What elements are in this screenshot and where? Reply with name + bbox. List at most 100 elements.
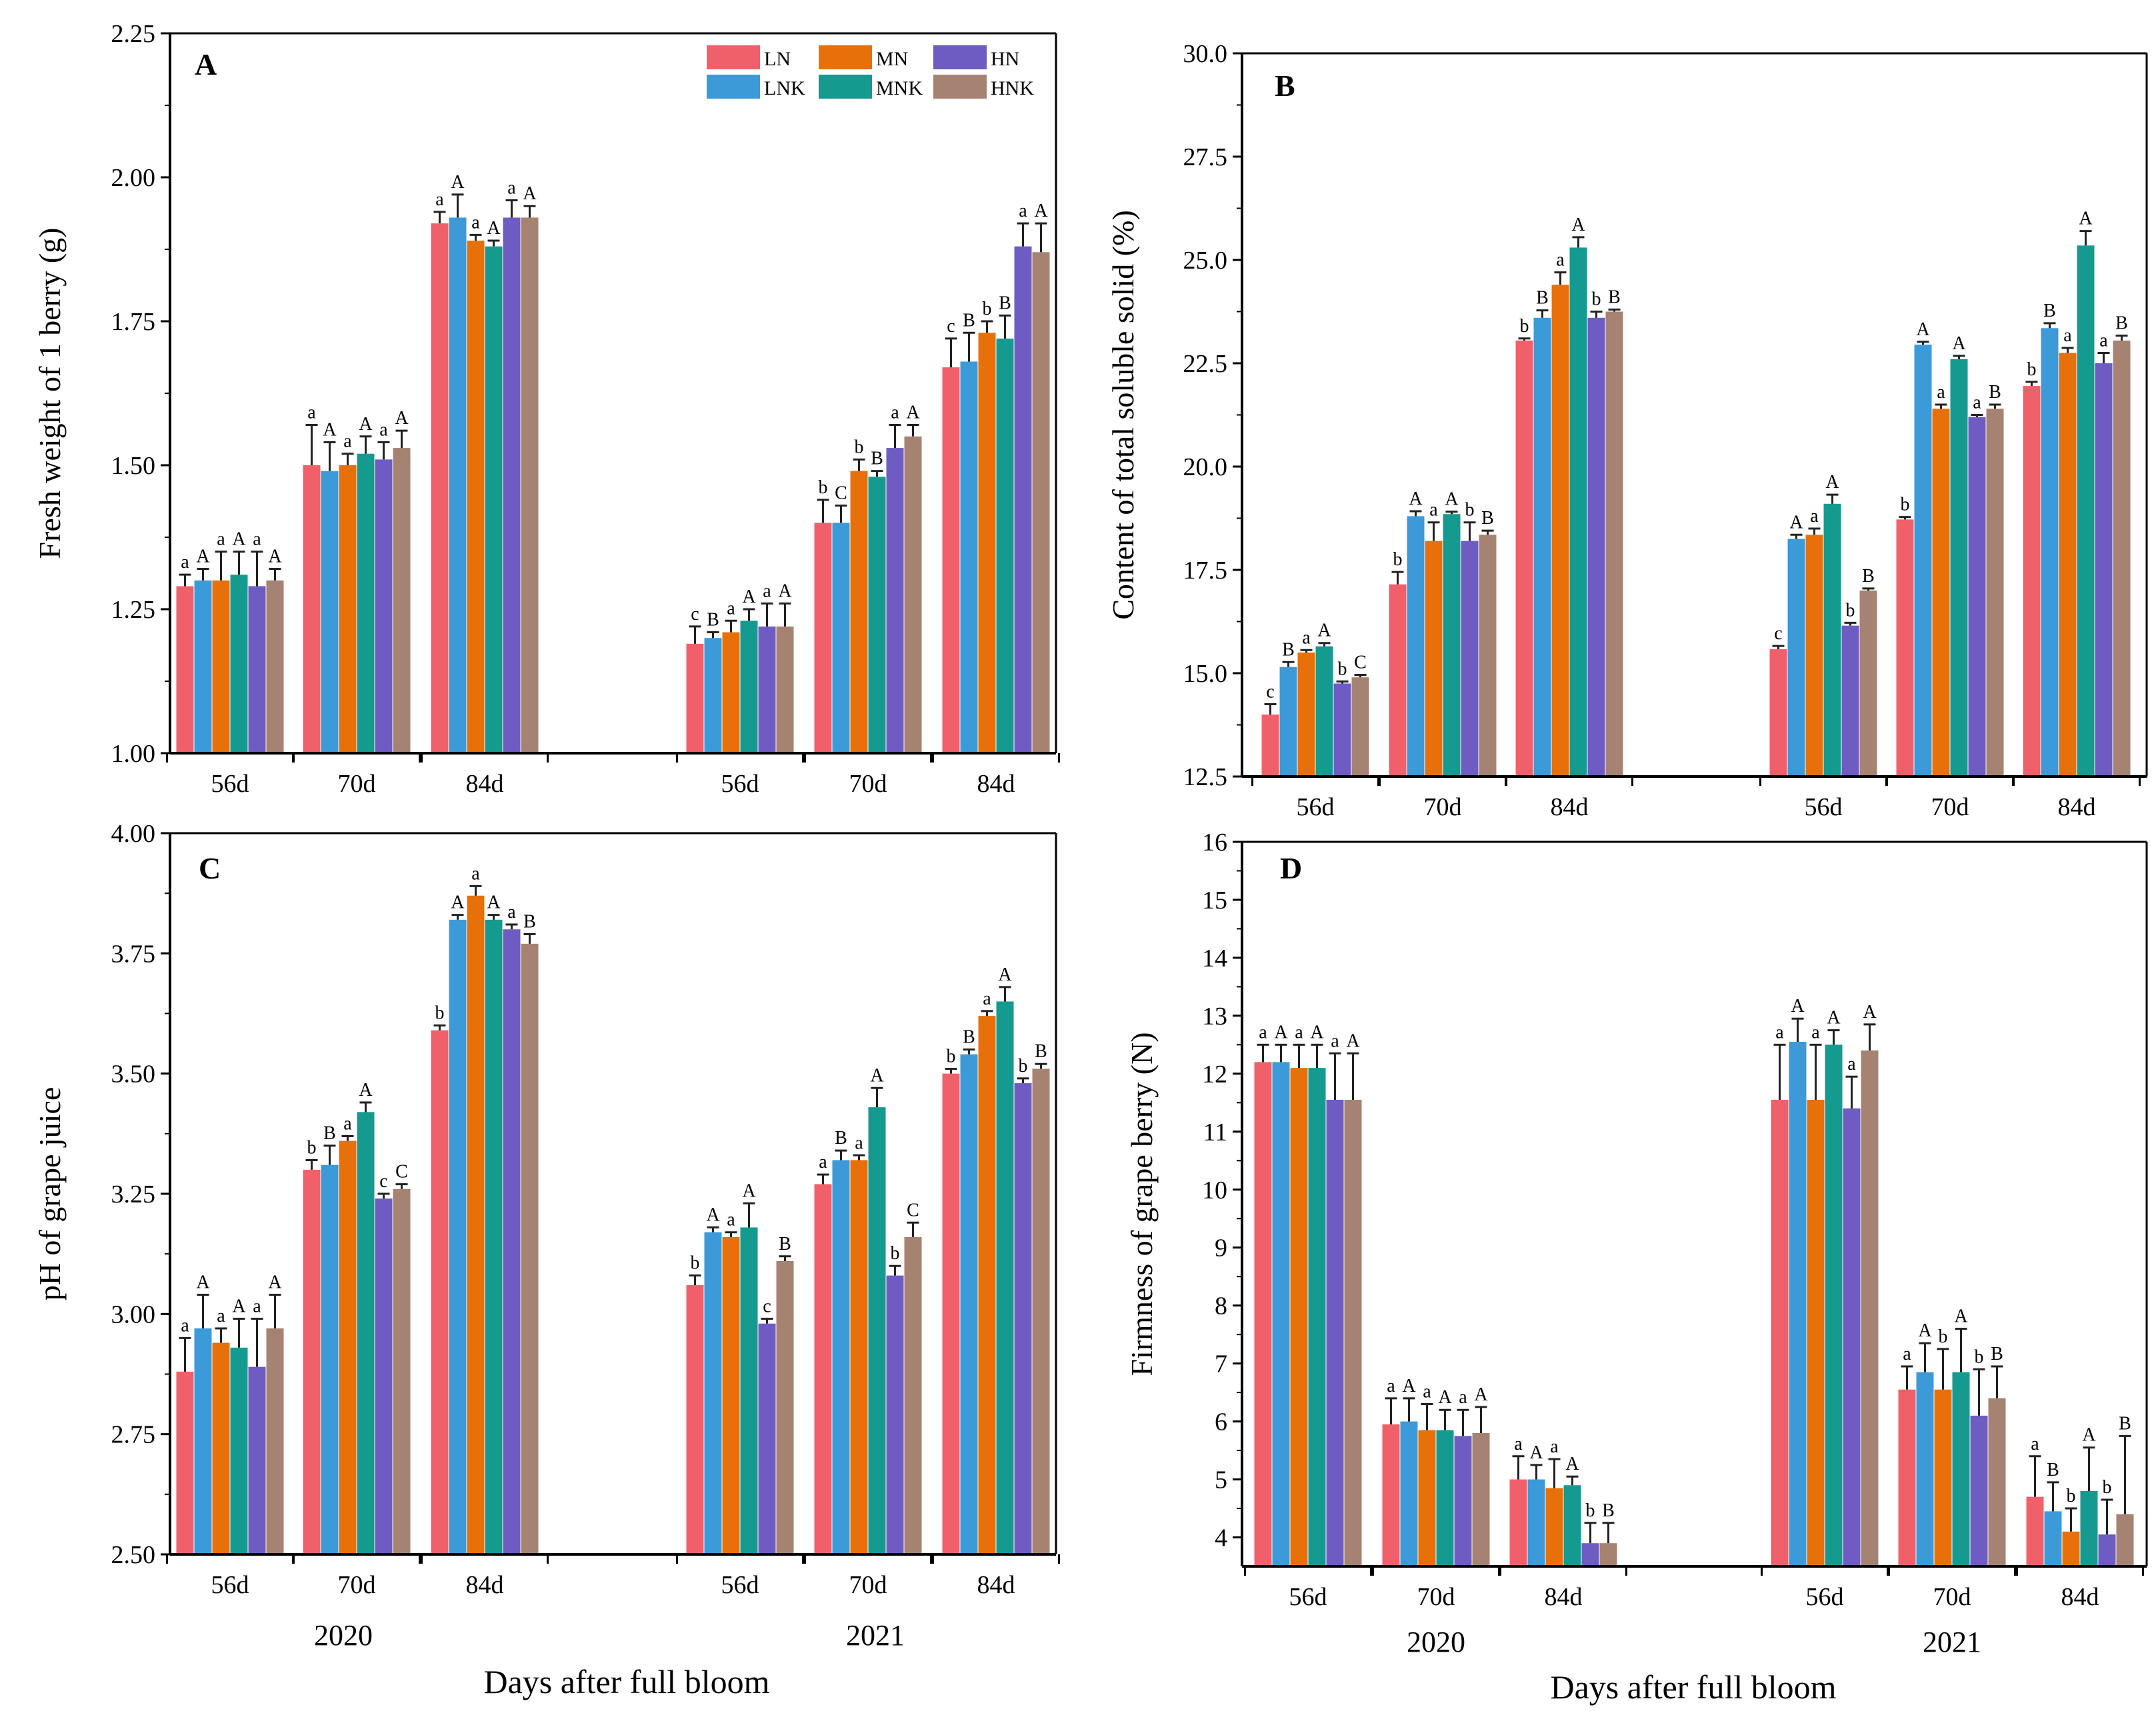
sig-letter-b-mn-1: a <box>1429 500 1438 521</box>
x-tick-label-d-3: 56d <box>1806 1583 1844 1611</box>
error-bar-d-hnk-0 <box>1347 1052 1359 1100</box>
bar-a-ln-2 <box>431 223 449 753</box>
error-bar-d-mn-4 <box>1937 1348 1949 1390</box>
x-tick-label-c-0: 56d <box>211 1571 249 1599</box>
sig-letter-b-mnk-5: A <box>2079 209 2093 229</box>
error-bar-d-hn-5 <box>2101 1498 2113 1535</box>
error-bar-d-mn-1 <box>1421 1403 1433 1430</box>
y-tick-label-a-3: 1.75 <box>111 308 156 336</box>
bar-c-mn-0 <box>212 1342 230 1554</box>
bar-a-mn-1 <box>339 465 357 753</box>
x-tick-label-c-4: 70d <box>849 1571 887 1599</box>
sig-letter-a-ln-4: b <box>819 477 828 498</box>
bar-b-hnk-4 <box>1986 409 2004 777</box>
y-tick-label-c-4: 3.50 <box>111 1060 156 1088</box>
bar-a-hnk-5 <box>1032 252 1050 753</box>
bar-b-mnk-5 <box>2077 245 2095 777</box>
error-bar-c-mnk-4 <box>871 1086 883 1108</box>
sig-letter-a-mnk-5: B <box>999 293 1011 313</box>
sig-letter-b-hn-1: b <box>1465 500 1475 521</box>
error-bar-c-hn-2 <box>505 923 518 930</box>
y-axis-title-b: Content of total soluble solid (%) <box>1106 210 1140 620</box>
y-tick-label-d-1: 5 <box>1215 1466 1227 1494</box>
error-bar-b-lnk-0 <box>1282 661 1295 667</box>
error-bar-a-lnk-5 <box>963 331 975 362</box>
error-bar-c-mnk-0 <box>233 1318 245 1348</box>
x-tick-label-c-3: 56d <box>721 1571 759 1599</box>
sig-letter-b-hnk-0: C <box>1354 652 1367 673</box>
y-tick-label-d-9: 13 <box>1202 1002 1227 1030</box>
sig-letter-c-mnk-3: A <box>742 1180 756 1201</box>
bar-a-hnk-1 <box>393 448 411 753</box>
error-bar-b-hn-4 <box>1971 414 1983 417</box>
error-bar-a-hn-1 <box>377 441 390 460</box>
bar-d-mnk-1 <box>1436 1430 1454 1566</box>
bar-c-mn-3 <box>722 1236 740 1554</box>
sig-letter-d-mn-5: b <box>2067 1486 2076 1506</box>
error-bar-a-mn-2 <box>469 233 482 241</box>
x-tick-label-c-5: 84d <box>977 1571 1015 1599</box>
sig-letter-a-lnk-3: B <box>707 610 719 631</box>
error-bar-d-ln-0 <box>1257 1043 1269 1062</box>
y-tick-label-c-0: 2.50 <box>111 1541 156 1569</box>
error-bar-a-hnk-4 <box>907 424 919 437</box>
sig-letter-b-hn-4: a <box>1973 393 1981 413</box>
sig-letter-a-hnk-3: A <box>778 581 792 601</box>
bar-a-hnk-3 <box>776 626 794 753</box>
sig-letter-b-lnk-4: A <box>1916 319 1930 340</box>
sig-letter-c-mn-5: a <box>983 988 991 1009</box>
legend-label-hn: HN <box>991 48 1019 70</box>
error-bar-a-mnk-1 <box>359 435 372 454</box>
sig-letter-a-mn-4: b <box>855 437 864 457</box>
legend-label-mn: MN <box>876 48 908 70</box>
legend-swatch-hn <box>933 45 987 69</box>
bar-b-lnk-0 <box>1279 667 1297 777</box>
x-tick-label-d-0: 56d <box>1289 1583 1327 1611</box>
error-bar-a-hnk-2 <box>523 205 536 218</box>
legend-label-hnk: HNK <box>991 77 1034 99</box>
bar-c-mnk-4 <box>868 1107 886 1554</box>
bar-d-ln-2 <box>1509 1479 1527 1566</box>
bar-a-ln-5 <box>942 367 960 753</box>
bar-a-mnk-1 <box>357 453 375 753</box>
error-bar-c-lnk-4 <box>835 1149 847 1160</box>
sig-letter-c-hnk-0: A <box>268 1272 282 1292</box>
bar-c-lnk-4 <box>832 1160 850 1554</box>
sig-letter-b-mnk-1: A <box>1445 489 1459 510</box>
sig-letter-a-mnk-3: A <box>742 587 756 607</box>
sig-letter-d-lnk-5: B <box>2047 1460 2059 1480</box>
error-bar-c-mn-2 <box>469 884 482 896</box>
y-tick-label-d-0: 4 <box>1215 1524 1227 1552</box>
error-bar-a-hnk-1 <box>395 429 408 449</box>
bar-a-hn-2 <box>503 217 521 754</box>
bar-d-mn-0 <box>1290 1068 1308 1566</box>
error-bar-a-hn-5 <box>1017 222 1029 247</box>
error-bar-d-mn-5 <box>2065 1507 2077 1532</box>
y-axis-title-a: Fresh weight of 1 berry (g) <box>33 228 67 559</box>
bar-a-mnk-5 <box>996 338 1014 753</box>
error-bar-a-ln-2 <box>433 211 446 224</box>
bar-b-mnk-3 <box>1823 503 1841 777</box>
sig-letter-d-mnk-0: A <box>1310 1022 1324 1042</box>
sig-letter-b-hnk-5: B <box>2115 313 2128 333</box>
bar-d-ln-5 <box>2026 1496 2044 1566</box>
x-axis-title-right: Days after full bloom <box>1550 1668 1836 1706</box>
y-tick-label-d-6: 10 <box>1202 1176 1227 1204</box>
bar-d-hn-5 <box>2098 1534 2116 1566</box>
error-bar-a-ln-4 <box>817 499 829 523</box>
bar-b-mnk-1 <box>1443 514 1461 777</box>
sig-letter-d-ln-5: a <box>2031 1434 2039 1454</box>
bar-a-lnk-1 <box>321 471 339 753</box>
sig-letter-b-mn-0: a <box>1302 627 1311 648</box>
error-bar-a-lnk-1 <box>323 441 336 471</box>
sig-letter-d-ln-4: a <box>1903 1344 1911 1364</box>
error-bar-c-hn-0 <box>251 1318 263 1367</box>
sig-letter-b-mnk-2: A <box>1571 215 1585 235</box>
sig-letter-b-ln-3: c <box>1774 623 1782 644</box>
sig-letter-b-mnk-0: A <box>1317 621 1331 641</box>
y-tick-label-b-6: 27.5 <box>1183 143 1228 171</box>
bar-d-lnk-5 <box>2044 1511 2062 1566</box>
bar-a-mnk-2 <box>485 246 503 753</box>
sig-letter-b-hn-0: b <box>1338 659 1347 679</box>
bar-c-hn-1 <box>375 1198 393 1554</box>
